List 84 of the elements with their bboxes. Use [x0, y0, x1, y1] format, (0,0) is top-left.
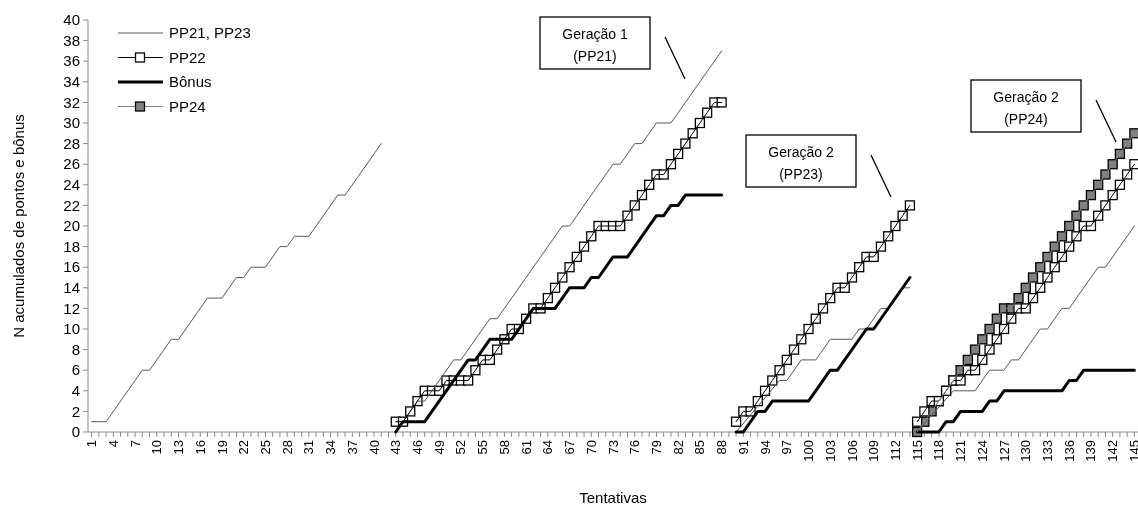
x-axis-title: Tentativas: [579, 489, 647, 506]
y-tick-label: 28: [63, 134, 80, 152]
x-tick-label: 106: [844, 440, 860, 462]
x-tick-label: 133: [1040, 440, 1056, 462]
point: [1042, 251, 1053, 263]
x-tick-label: 124: [974, 440, 990, 462]
x-tick-label: 4: [105, 440, 121, 448]
x-tick-label: 40: [366, 440, 382, 455]
annotation: Geração 2 (PP24): [993, 88, 1059, 127]
x-tick-label: 73: [605, 440, 621, 455]
annotation: Geração 1 (PP21): [562, 25, 628, 64]
point: [1071, 210, 1082, 221]
x-tick-label: 82: [670, 440, 686, 455]
y-tick-label: 36: [63, 52, 80, 70]
x-tick-label: 58: [496, 440, 512, 455]
x-tick-label: 1: [84, 440, 100, 448]
x-tick-label: 64: [540, 440, 556, 455]
x-tick-label: 31: [301, 440, 317, 455]
x-tick-label: 22: [236, 440, 252, 455]
x-tick-label: 76: [627, 440, 643, 455]
x-tick-label: 136: [1061, 440, 1077, 462]
x-tick-label: 109: [866, 440, 882, 462]
y-tick-label: 30: [63, 114, 80, 132]
x-tick-label: 70: [583, 440, 599, 455]
x-tick-label: 94: [757, 440, 773, 455]
legend-label: PP21, PP23: [169, 24, 251, 42]
x-tick-label: 28: [279, 440, 295, 455]
y-tick-label: 6: [71, 361, 80, 379]
y-tick-label: 22: [63, 196, 80, 214]
x-tick-label: 85: [692, 440, 708, 455]
y-tick-label: 32: [63, 93, 80, 111]
x-tick-label: 34: [323, 440, 339, 455]
x-tick-label: 46: [410, 440, 426, 455]
x-tick-label: 103: [822, 440, 838, 462]
y-tick-label: 2: [71, 402, 80, 420]
y-tick-label: 24: [63, 176, 80, 194]
x-tick-label: 139: [1083, 440, 1099, 462]
y-tick-label: 14: [63, 279, 80, 297]
x-tick-label: 118: [931, 440, 947, 461]
y-tick-label: 16: [63, 258, 80, 276]
x-tick-label: 19: [214, 440, 230, 455]
point: [1100, 169, 1111, 180]
x-tick-label: 37: [344, 440, 360, 455]
x-tick-label: 55: [475, 440, 491, 455]
x-tick-label: 13: [171, 440, 187, 455]
x-tick-label: 97: [779, 440, 795, 455]
x-tick-label: 43: [388, 440, 404, 455]
point: [1129, 128, 1138, 139]
y-tick-label: 10: [63, 320, 80, 338]
x-tick-label: 142: [1105, 440, 1121, 462]
x-tick-label: 130: [1018, 440, 1034, 462]
x-tick-label: 25: [257, 440, 273, 455]
x-tick-label: 100: [801, 440, 817, 462]
x-tick-label: 16: [192, 440, 208, 455]
x-tick-label: 91: [735, 440, 751, 455]
legend-label: Bônus: [169, 73, 212, 91]
x-tick-label: 79: [649, 440, 664, 455]
y-tick-label: 26: [63, 155, 80, 173]
x-tick-label: 127: [996, 440, 1012, 462]
y-axis-title: N acumulados de pontos e bônus: [10, 114, 27, 338]
x-tick-label: 115: [909, 440, 925, 461]
x-tick-label: 61: [518, 440, 534, 455]
y-tick-label: 40: [63, 11, 80, 29]
y-tick-label: 12: [63, 299, 80, 317]
x-tick-label: 52: [453, 440, 469, 455]
y-tick-label: 20: [63, 217, 80, 235]
legend-label: PP24: [169, 97, 206, 115]
y-tick-label: 0: [71, 423, 80, 441]
x-tick-label: 49: [431, 440, 447, 455]
y-tick-label: 8: [71, 340, 80, 358]
annotation: Geração 2 (PP23): [768, 143, 834, 182]
x-tick-label: 7: [127, 440, 143, 448]
point: [1013, 292, 1024, 304]
y-tick-label: 18: [63, 237, 80, 255]
x-tick-label: 10: [149, 440, 165, 455]
x-tick-label: 67: [562, 440, 578, 455]
x-tick-label: 112: [887, 440, 903, 461]
x-tick-label: 121: [953, 440, 969, 462]
y-tick-label: 34: [63, 73, 80, 91]
y-tick-label: 38: [63, 31, 80, 49]
point: [984, 323, 995, 335]
legend-label: PP22: [169, 48, 206, 66]
y-tick-label: 4: [71, 382, 80, 400]
x-tick-label: 88: [714, 440, 730, 455]
